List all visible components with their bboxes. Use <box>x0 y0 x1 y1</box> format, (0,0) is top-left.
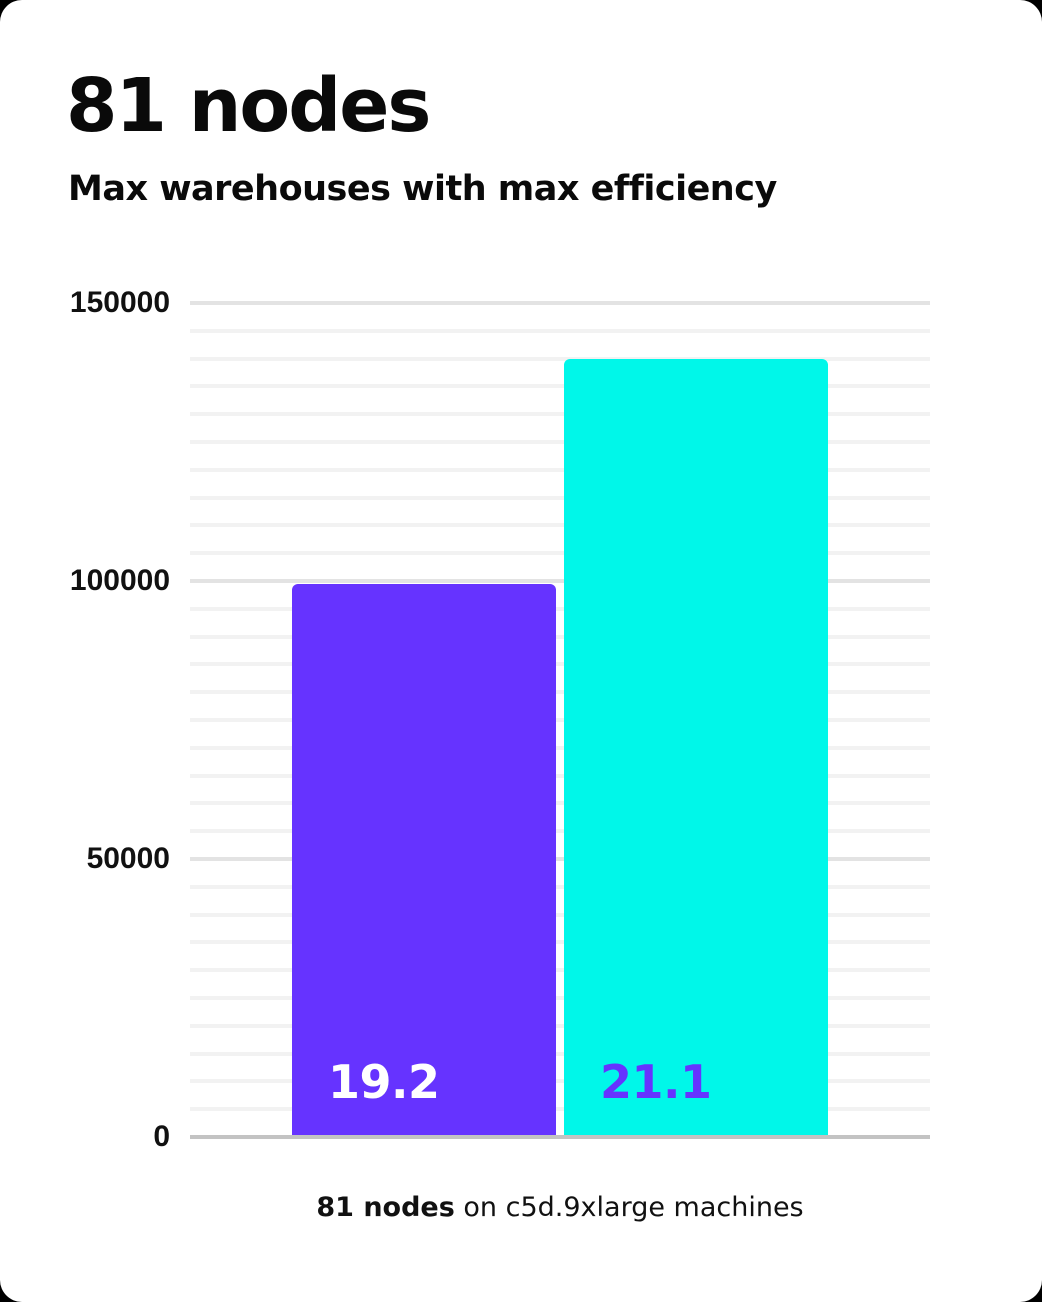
caption-bold-text: 81 nodes <box>316 1192 455 1223</box>
y-tick-label: 150000 <box>69 286 170 319</box>
gridline-minor <box>190 1051 930 1056</box>
bar-chart: 0 50000 100000 150000 19.2 21.1 <box>0 286 1042 1153</box>
gridline-minor <box>190 690 930 695</box>
gridline-major <box>190 857 930 861</box>
gridline-minor <box>190 940 930 945</box>
gridline-minor <box>190 606 930 611</box>
gridline-minor <box>190 634 930 639</box>
page-title: 81 nodes <box>66 63 431 149</box>
gridline-major <box>190 301 930 305</box>
gridline-minor <box>190 718 930 722</box>
x-axis-line <box>190 1135 930 1139</box>
gridline-minor <box>190 996 930 1000</box>
gridline-minor <box>190 467 930 472</box>
chart-caption: 81 nodes on c5d.9xlarge machines <box>190 1192 930 1223</box>
gridline-minor <box>190 884 930 889</box>
gridline-minor <box>190 495 930 500</box>
gridline-minor <box>190 440 930 444</box>
gridline-minor <box>190 968 930 973</box>
page-subtitle: Max warehouses with max efficiency <box>68 169 777 209</box>
y-tick-label: 0 <box>153 1120 170 1153</box>
gridline-minor <box>190 328 930 333</box>
y-tick-label: 100000 <box>69 564 170 597</box>
gridline-minor <box>190 1023 930 1028</box>
gridline-minor <box>190 773 930 778</box>
gridline-minor <box>190 912 930 917</box>
y-tick-label: 50000 <box>86 842 170 875</box>
gridline-minor <box>190 1079 930 1084</box>
bar-value-label: 19.2 <box>328 1055 440 1109</box>
bar-value-label: 21.1 <box>600 1055 712 1109</box>
gridline-minor <box>190 801 930 806</box>
gridline-minor <box>190 384 930 389</box>
bar-2: 21.1 <box>564 358 828 1135</box>
plot-area: 19.2 21.1 <box>190 301 930 1139</box>
gridline-minor <box>190 412 930 417</box>
y-axis-labels: 0 50000 100000 150000 <box>0 286 170 1153</box>
gridline-major <box>190 579 930 583</box>
gridline-minor <box>190 356 930 361</box>
caption-regular-text: on c5d.9xlarge machines <box>454 1192 804 1223</box>
bar-1: 19.2 <box>292 583 556 1135</box>
gridline-minor <box>190 1107 930 1112</box>
gridline-minor <box>190 745 930 750</box>
gridline-minor <box>190 829 930 834</box>
gridline-minor <box>190 551 930 556</box>
gridline-minor <box>190 662 930 667</box>
gridline-minor <box>190 523 930 528</box>
